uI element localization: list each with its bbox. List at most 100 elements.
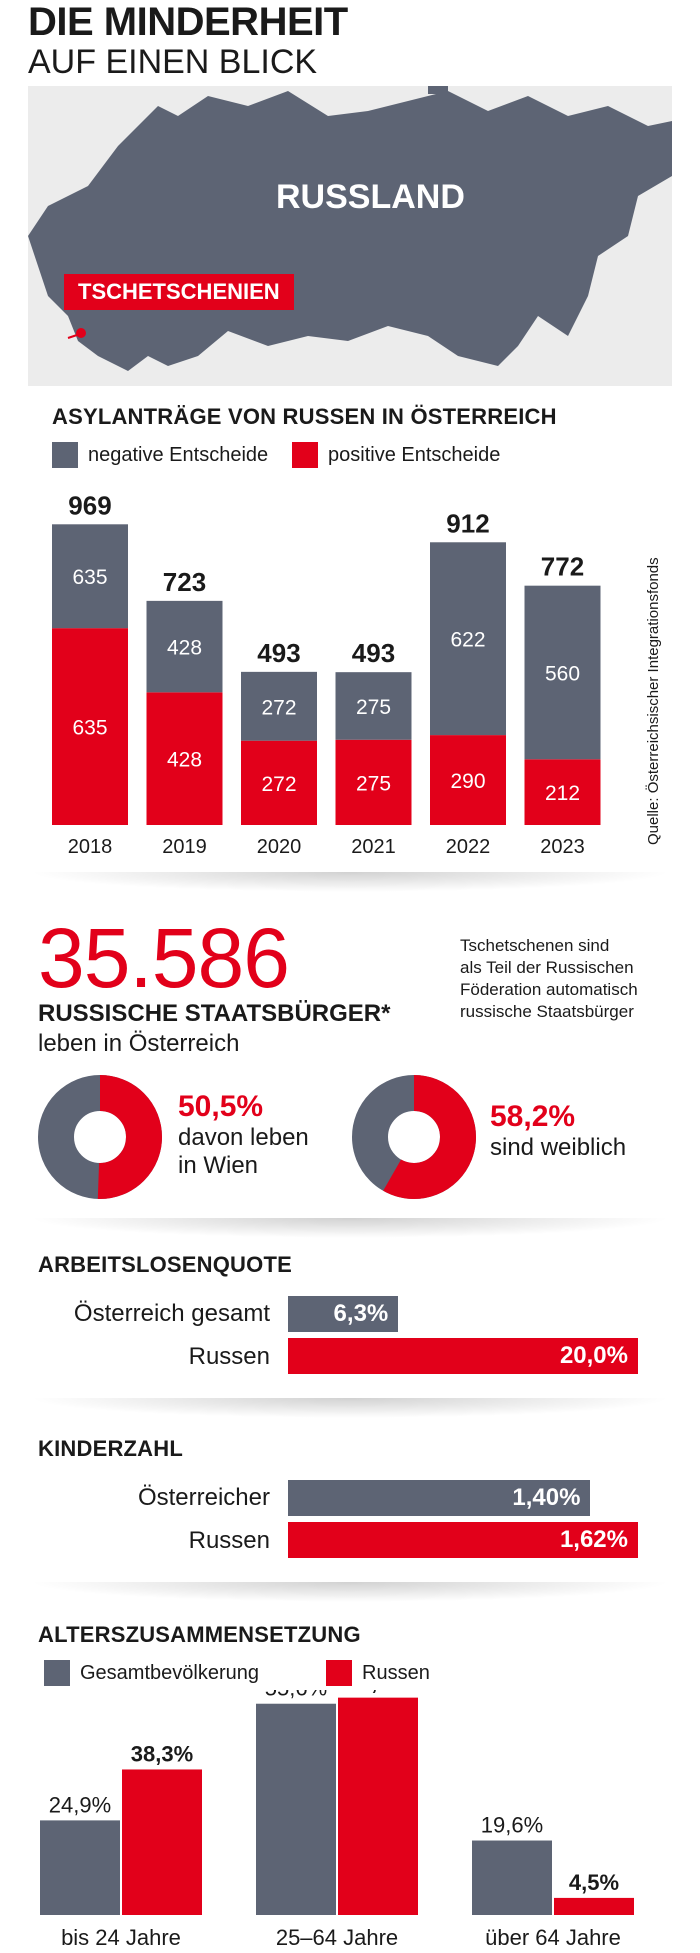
asyl-label-negative-2019: 428 [167,637,202,660]
asyl-bar-negative-2023 [524,585,601,760]
asyl-label-positive-2021: 275 [356,772,391,795]
legend-swatch-red [292,442,318,468]
asyl-total-2021: 493 [352,638,395,668]
asyl-label-positive-2022: 290 [450,770,485,793]
note-line-1: Tschetschenen sind [460,936,610,955]
note-line-2: als Teil der Russischen [460,958,634,977]
title-line-1: DIE MINDERHEIT [28,0,348,44]
asyl-year-2023: 2023 [540,836,585,858]
donut-female [352,1075,476,1199]
age-bar-total-1 [256,1703,336,1915]
asyl-source: Quelle: Österreichsischer Integrationsfo… [644,557,662,845]
unemployment-value-austria: 6,3% [333,1300,389,1327]
asyl-bar-negative-2019 [146,600,223,693]
age-bar-russen-2 [554,1897,634,1915]
asyl-bar-positive-2020 [241,740,317,825]
map-svg [28,86,672,386]
asyl-legend-negative: negative Entscheide [52,442,268,468]
asyl-total-2018: 969 [68,490,111,520]
age-legend-russen: Russen [326,1660,430,1686]
asyl-legend-positive: positive Entscheide [292,442,500,468]
asyl-label-negative-2020: 272 [261,696,296,719]
asyl-year-2020: 2020 [257,836,302,858]
chechnya-pointer [67,333,81,339]
asyl-total-2023: 772 [541,552,584,582]
asyl-source-text: Quelle: Österreichsischer Integrationsfo… [644,557,662,845]
divider [28,872,672,892]
legend-swatch-red [326,1660,352,1686]
map-region-label: TSCHETSCHENIEN [64,274,294,310]
asyl-label-positive-2023: 212 [545,782,580,805]
asyl-bar-negative-2020 [241,671,317,741]
donut-female-line1: sind weiblich [490,1134,627,1161]
asyl-year-2021: 2021 [351,836,396,858]
age-bar-total-0 [40,1820,120,1915]
asyl-bar-positive-2018 [52,628,128,825]
donut-wien [38,1075,162,1199]
asyl-total-2019: 723 [163,567,206,597]
legend-swatch-gray [44,1660,70,1686]
unemployment-label-russen: Russen [188,1343,270,1370]
donut-female-slice [352,1075,476,1199]
asyl-label-negative-2022: 622 [450,629,485,652]
unemployment-title: ARBEITSLOSENQUOTE [38,1252,292,1277]
divider [28,1398,672,1418]
age-bar-russen-1 [338,1697,418,1915]
russia-map: RUSSLAND TSCHETSCHENIEN [28,86,672,386]
asyl-label-negative-2021: 275 [356,696,391,719]
donut-wien-line1: davon leben [178,1124,309,1151]
age-chart: 24,9% 38,3% bis 24 Jahre 55,6% 57,2% 25–64 Ja… [40,1690,634,1950]
asyl-bar-negative-2021 [335,672,412,740]
age-label-russen-2: 4,5% [569,1870,619,1895]
asyl-bar-positive-2019 [146,692,223,825]
asyl-year-2022: 2022 [446,836,491,858]
donut-wien-text: 50,5% davon leben in Wien [178,1090,309,1180]
asyl-bar-positive-2022 [430,735,506,825]
age-label-russen-1: 57,2% [347,1690,409,1695]
age-label-total-1: 55,6% [265,1690,327,1701]
age-category-0: bis 24 Jahre [61,1925,181,1950]
unemployment-value-russen: 20,0% [559,1342,628,1369]
note-line-4: russische Staatsbürger [460,1002,634,1021]
age-label-russen-0: 38,3% [131,1741,193,1766]
age-bar-total-2 [472,1840,552,1915]
age-title: ALTERSZUSAMMENSETZUNG [38,1622,361,1647]
donut-wien-line2: in Wien [178,1152,259,1179]
map-country-label: RUSSLAND [276,178,465,216]
asyl-label-positive-2019: 428 [167,749,202,772]
legend-label-positive: positive Entscheide [328,443,501,466]
asyl-label-positive-2020: 272 [261,773,296,796]
note-line-3: Föderation automatisch [460,980,638,999]
asyl-label-negative-2018: 635 [72,566,107,589]
divider [28,1582,672,1602]
children-value-austria: 1,40% [512,1484,581,1511]
unemployment-label-austria: Österreich gesamt [73,1300,270,1327]
donut-female-text: 58,2% sind weiblich [490,1100,626,1162]
age-category-1: 25–64 Jahre [276,1925,398,1950]
asyl-label-positive-2018: 635 [72,717,107,740]
asyl-bar-negative-2022 [430,542,506,736]
children-label-austria: Österreicher [137,1484,270,1511]
age-legend-russen-label: Russen [362,1661,430,1684]
divider [28,1218,672,1238]
island-shape [428,86,448,94]
age-bar-russen-0 [122,1769,202,1915]
title-line-2: AUF EINEN BLICK [28,43,318,81]
asyl-chart-title: ASYLANTRÄGE VON RUSSEN IN ÖSTERREICH [52,404,557,429]
donut-female-value: 58,2% [490,1100,576,1133]
age-legend-total-label: Gesamtbevölkerung [80,1661,259,1684]
children-label-russen: Russen [188,1527,270,1554]
asyl-chart: 635 635 969 2018 428 428 723 2019 272 272 493 2020 2… [52,490,601,858]
population-label: leben in Österreich [38,1030,240,1057]
asyl-total-2022: 912 [446,508,489,538]
age-label-total-0: 24,9% [49,1792,111,1817]
chechnya-marker [76,328,86,338]
donut-wien-slice [38,1075,162,1199]
asyl-bar-positive-2023 [524,759,601,825]
note: Tschetschenen sind als Teil der Russisch… [460,935,638,1023]
legend-label-negative: negative Entscheide [88,443,269,466]
asyl-label-negative-2023: 560 [545,662,580,685]
children-value-russen: 1,62% [559,1526,628,1553]
asyl-total-2020: 493 [257,638,300,668]
asyl-year-2019: 2019 [162,836,207,858]
